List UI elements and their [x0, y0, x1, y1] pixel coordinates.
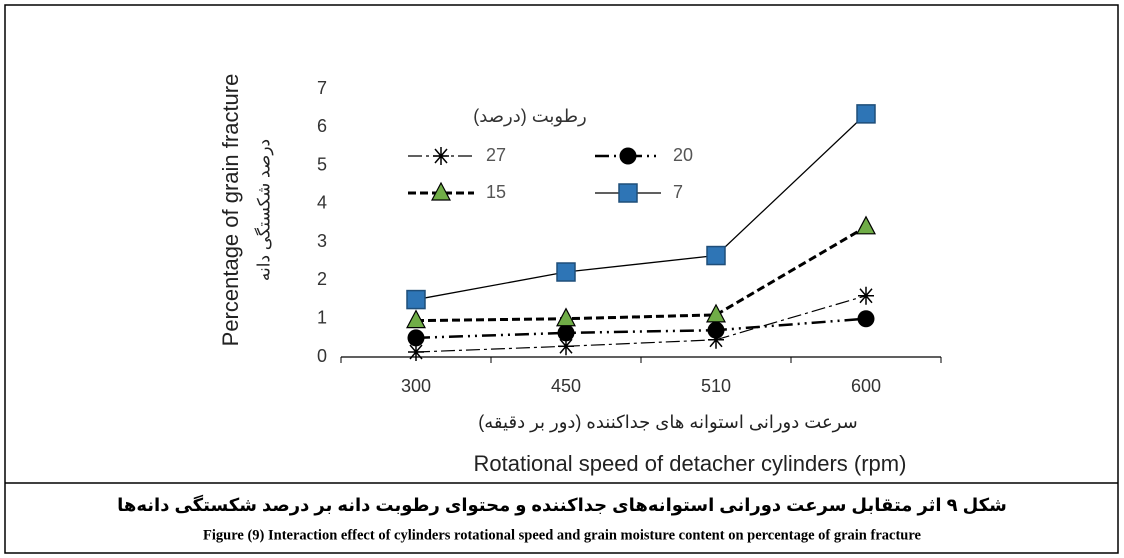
- x-tick-label: 510: [701, 376, 731, 396]
- series-line: [415, 295, 867, 353]
- y-tick-label: 1: [317, 307, 327, 327]
- point-marker: [856, 104, 876, 124]
- y-tick-label: 2: [317, 269, 327, 289]
- legend-marker: [431, 181, 451, 201]
- caption-en: Figure (9) Interaction effect of cylinde…: [203, 527, 921, 543]
- series-line: [415, 113, 867, 301]
- point-marker: [856, 215, 876, 235]
- point-marker: [406, 309, 426, 329]
- y-tick-label: 7: [317, 78, 327, 98]
- point-marker: [708, 330, 724, 349]
- legend-label: 15: [486, 182, 506, 202]
- x-tick-label: 450: [551, 376, 581, 396]
- point-marker: [706, 303, 726, 323]
- y-tick-label: 0: [317, 346, 327, 366]
- legend-marker: [618, 183, 638, 203]
- point-marker: [558, 337, 574, 356]
- series-line: [415, 317, 867, 340]
- legend-label: 7: [673, 182, 683, 202]
- y-axis-label: Percentage of grain fracture: [218, 74, 243, 347]
- y-axis-label-fa: درصد شکستگی دانه: [253, 139, 273, 281]
- legend-marker: [433, 147, 449, 165]
- x-tick-label: 600: [851, 376, 881, 396]
- x-tick-label: 300: [401, 376, 431, 396]
- series-line: [415, 225, 867, 323]
- y-tick-label: 5: [317, 154, 327, 174]
- legend-marker: [619, 147, 637, 165]
- point-marker: [406, 289, 426, 310]
- y-tick-label: 3: [317, 231, 327, 251]
- frame: [4, 4, 1119, 554]
- x-axis-label: Rotational speed of detacher cylinders (…: [474, 451, 907, 476]
- legend-label: 20: [673, 145, 693, 165]
- point-marker: [707, 321, 725, 339]
- y-tick-label: 6: [317, 116, 327, 136]
- caption-fa: شکل ۹ اثر متقابل سرعت دورانی استوانه‌های…: [117, 494, 1007, 516]
- x-axis-label-fa: سرعت دورانی استوانه های جداکننده (دور بر…: [478, 412, 857, 433]
- legend-title: رطوبت (درصد): [473, 106, 586, 127]
- point-marker: [706, 245, 726, 266]
- point-marker: [408, 343, 424, 362]
- point-marker: [857, 310, 875, 328]
- point-marker: [858, 286, 874, 305]
- point-marker: [407, 329, 425, 347]
- legend-label: 27: [486, 145, 506, 165]
- point-marker: [557, 324, 575, 342]
- y-tick-label: 4: [317, 193, 327, 213]
- point-marker: [556, 307, 576, 327]
- point-marker: [556, 262, 576, 282]
